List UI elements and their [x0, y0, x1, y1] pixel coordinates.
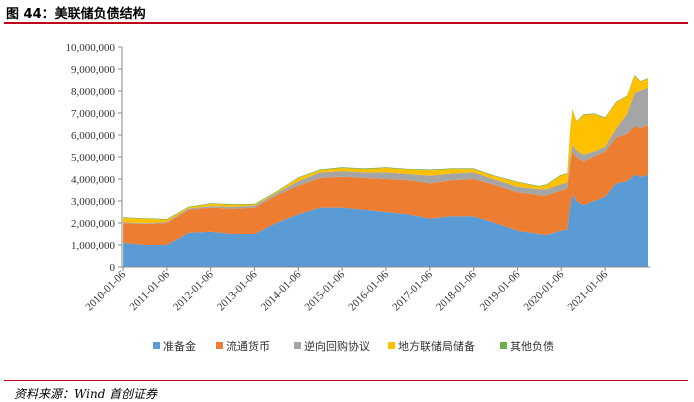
legend-label: 其他负债	[510, 339, 554, 353]
y-tick-label: 8,000,000	[71, 86, 116, 98]
legend-label: 准备金	[163, 339, 196, 353]
legend-label: 逆向回购协议	[304, 339, 370, 353]
figure-title: 图 44：美联储负债结构	[6, 7, 146, 22]
area-series-4	[123, 75, 649, 224]
y-axis-labels: 0 1,000,000 2,000,000 3,000,000 4,000,000 5,0…	[66, 42, 116, 274]
x-tick-label: 2019-01-06	[478, 268, 523, 313]
legend-swatch	[500, 342, 507, 349]
area-series-1	[123, 174, 649, 267]
x-axis-labels: 2010-01-06 2011-01-06 2012-01-06 2013-01-06…	[83, 268, 610, 313]
chart-axes	[118, 46, 650, 271]
legend-swatch	[388, 342, 395, 349]
y-tick-label: 10,000,000	[66, 42, 116, 54]
x-tick-label: 2015-01-06	[302, 268, 347, 313]
x-tick-label: 2010-01-06	[83, 268, 128, 313]
plot-area	[123, 74, 649, 267]
x-tick-label: 2020-01-06	[522, 268, 567, 313]
y-tick-label: 7,000,000	[71, 108, 116, 120]
y-tick-label: 3,000,000	[71, 196, 116, 208]
x-tick-label: 2013-01-06	[215, 268, 260, 313]
x-tick-label: 2017-01-06	[390, 268, 435, 313]
x-tick-label: 2014-01-06	[259, 268, 304, 313]
y-tick-label: 0	[110, 262, 116, 274]
title-rule	[4, 22, 688, 24]
legend-label: 流通货币	[226, 339, 270, 353]
area-series-2	[123, 125, 649, 245]
y-tick-label: 4,000,000	[71, 174, 116, 186]
y-tick-label: 1,000,000	[71, 240, 116, 252]
legend-swatch	[294, 342, 301, 349]
footer-rule	[4, 380, 688, 381]
chart-legend: 准备金 流通货币 逆向回购协议 地方联储局储备 其他负债	[153, 339, 554, 353]
x-tick-label: 2016-01-06	[346, 268, 391, 313]
legend-label: 地方联储局储备	[398, 339, 475, 353]
x-tick-label: 2011-01-06	[127, 268, 172, 313]
y-tick-label: 5,000,000	[71, 152, 116, 164]
y-tick-label: 9,000,000	[71, 64, 116, 76]
source-note: 资料来源：Wind 首创证券	[14, 387, 158, 401]
legend-swatch	[153, 342, 160, 349]
y-tick-label: 2,000,000	[71, 218, 116, 230]
y-tick-label: 6,000,000	[71, 130, 116, 142]
x-tick-label: 2018-01-06	[434, 268, 479, 313]
legend-swatch	[216, 342, 223, 349]
x-tick-label: 2012-01-06	[171, 268, 216, 313]
area-series-3	[123, 87, 649, 225]
x-tick-label: 2021-01-06	[565, 268, 610, 313]
